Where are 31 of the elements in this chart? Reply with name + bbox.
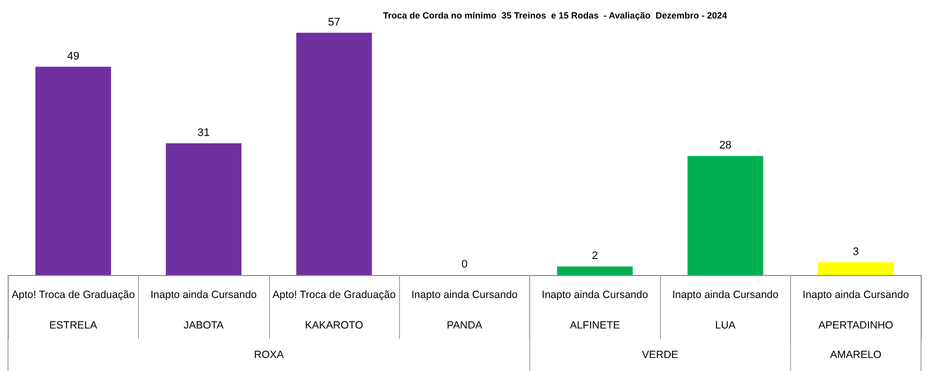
x-tick-label: APERTADINHO bbox=[818, 320, 894, 332]
text: Apto! Troca de Graduação bbox=[12, 289, 135, 301]
data-label: 57 bbox=[328, 16, 340, 28]
data-label: 49 bbox=[67, 50, 80, 62]
data-label: 0 bbox=[461, 258, 468, 270]
x-tick-label: JABOTA bbox=[184, 320, 224, 332]
data-label: 31 bbox=[198, 126, 210, 139]
x-tick-label: KAKAROTO bbox=[304, 320, 364, 332]
chart-title: Troca de Corda no mínimo 35 Treinos e 15 Rodas - Avaliação Dezembro - 2024 bbox=[383, 10, 727, 20]
bar bbox=[296, 32, 372, 275]
text: Inapto ainda Cursando bbox=[672, 289, 779, 301]
text: VERDE bbox=[642, 349, 678, 361]
bar bbox=[166, 143, 242, 275]
data-label: 28 bbox=[719, 140, 732, 152]
x-tick-label: ALFINETE bbox=[570, 320, 620, 332]
text: Inapto ainda Cursando bbox=[150, 289, 257, 301]
data-label: 3 bbox=[852, 246, 859, 258]
x-tick-label: LUA bbox=[715, 320, 736, 332]
x-tick-label: PANDA bbox=[446, 320, 482, 332]
text: Inapto ainda Cursando bbox=[802, 289, 910, 301]
text: Apto! Troca de Graduação bbox=[272, 289, 396, 301]
bar bbox=[557, 266, 633, 275]
data-label: 2 bbox=[592, 250, 598, 262]
text: Inapto ainda Cursando bbox=[411, 289, 518, 301]
text: ROXA bbox=[254, 349, 284, 361]
bar bbox=[688, 156, 764, 275]
text: AMARELO bbox=[830, 349, 882, 361]
x-tick-label: ESTRELA bbox=[49, 320, 98, 332]
bar bbox=[818, 262, 894, 275]
text: Inapto ainda Cursando bbox=[542, 289, 648, 301]
bar bbox=[35, 66, 112, 275]
